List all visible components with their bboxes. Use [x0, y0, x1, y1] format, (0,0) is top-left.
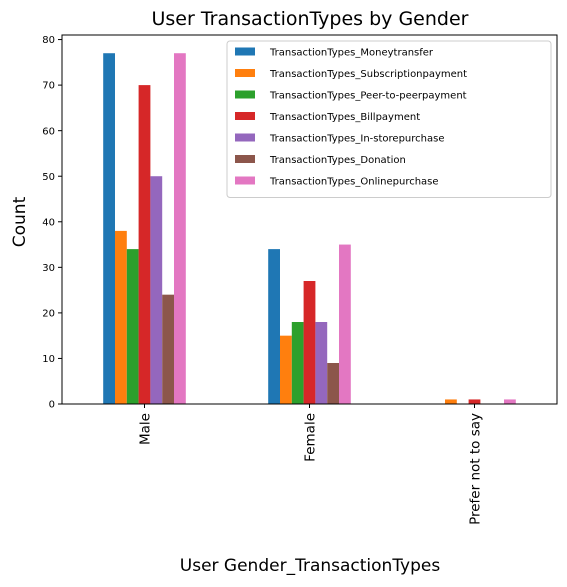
legend-label-5: TransactionTypes_Donation	[269, 155, 406, 166]
bar-2-0	[126, 249, 139, 404]
legend-label-3: TransactionTypes_Billpayment	[269, 112, 420, 123]
y-tick-label-3: 30	[42, 263, 55, 274]
legend-swatch-3	[235, 112, 255, 120]
x-tick-label-1: Female	[303, 413, 319, 462]
legend-swatch-2	[235, 90, 255, 99]
bar-0-0	[103, 53, 115, 404]
x-axis: Male Female Prefer not to say	[138, 404, 484, 525]
chart-title: User TransactionTypes by Gender	[152, 8, 469, 30]
bar-5-1	[327, 363, 339, 404]
bar-0-1	[268, 249, 280, 404]
bar-4-0	[150, 176, 163, 404]
legend-label-1: TransactionTypes_Subscriptionpayment	[269, 69, 467, 80]
y-tick-label-6: 60	[42, 126, 55, 137]
bar-1-0	[115, 230, 127, 404]
bar-1-2	[445, 399, 457, 404]
bar-3-1	[303, 281, 316, 404]
bar-5-0	[162, 294, 174, 404]
bar-6-2	[504, 399, 516, 404]
y-tick-label-0: 0	[49, 400, 55, 411]
legend-swatch-4	[235, 133, 255, 142]
x-tick-label-0: Male	[138, 413, 154, 445]
legend-label-0: TransactionTypes_Moneytransfer	[269, 47, 434, 58]
bar-4-1	[315, 322, 328, 404]
x-tick-label-2: Prefer not to say	[468, 413, 484, 525]
x-axis-label: User Gender_TransactionTypes	[180, 556, 441, 576]
legend-swatch-5	[235, 155, 255, 163]
legend-label-2: TransactionTypes_Peer-to-peerpayment	[269, 90, 467, 101]
y-tick-label-5: 50	[42, 172, 55, 183]
legend-label-6: TransactionTypes_Onlinepurchase	[269, 176, 439, 187]
y-tick-label-8: 80	[42, 35, 55, 46]
legend-swatch-0	[235, 47, 255, 56]
y-axis: 0 10 20 30 40 50 60 70 80	[42, 35, 62, 411]
legend-swatch-1	[235, 69, 255, 77]
bars-group	[103, 53, 516, 405]
y-tick-label-2: 20	[42, 308, 55, 319]
legend-box	[226, 40, 552, 198]
y-tick-label-4: 40	[42, 217, 55, 228]
plot-frame	[61, 34, 558, 405]
legend-swatch-6	[235, 176, 255, 185]
y-axis-label: Count	[10, 196, 30, 247]
bar-3-2	[468, 399, 481, 404]
bar-6-0	[174, 53, 186, 404]
legend: TransactionTypes_Moneytransfer Transactio…	[226, 40, 552, 198]
bar-2-1	[291, 322, 304, 404]
bar-6-1	[339, 244, 351, 404]
bar-1-1	[280, 335, 292, 404]
bar-3-0	[138, 85, 151, 405]
legend-label-4: TransactionTypes_In-storepurchase	[269, 133, 444, 144]
y-tick-label-7: 70	[42, 81, 55, 92]
y-tick-label-1: 10	[42, 354, 55, 365]
